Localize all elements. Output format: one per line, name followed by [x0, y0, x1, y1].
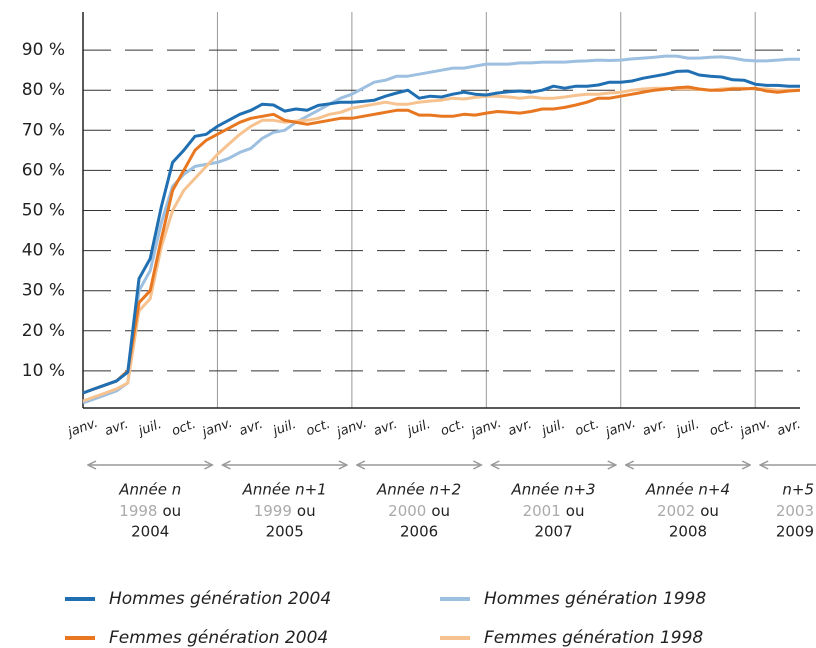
series-line	[82, 69, 800, 395]
connector: ou	[700, 502, 719, 520]
period-years: 2002 ou	[657, 502, 719, 520]
alt-year: 2001	[523, 502, 561, 520]
alt-year: 2000	[388, 502, 426, 520]
period-label: n+5	[782, 481, 814, 499]
period-label: Année n+1	[242, 481, 327, 499]
x-tick-label: oct.	[573, 417, 601, 439]
y-tick-label: 30 %	[22, 281, 65, 301]
x-tick-label: janv.	[736, 416, 772, 441]
x-tick-label: avr.	[775, 417, 803, 439]
period-years: 2003	[776, 502, 814, 520]
period-label: Année n+2	[376, 481, 461, 499]
x-tick-label: juil.	[673, 417, 702, 440]
x-tick-label: oct.	[170, 417, 198, 439]
x-tick-label: avr.	[372, 417, 400, 439]
connector: ou	[297, 502, 316, 520]
y-tick-label: 60 %	[22, 160, 65, 180]
connector: ou	[431, 502, 450, 520]
period-years: 1998 ou	[119, 502, 181, 520]
x-tick-label: avr.	[506, 417, 534, 439]
x-tick-label: oct.	[304, 417, 332, 439]
x-tick-label: janv.	[467, 416, 503, 441]
connector: ou	[162, 502, 181, 520]
legend-label: Femmes génération 1998	[484, 628, 703, 648]
period-year: 2005	[266, 523, 304, 541]
x-tick-label: oct.	[439, 417, 467, 439]
period-label: Année n+4	[645, 481, 730, 499]
series-line	[82, 54, 800, 405]
series-line	[82, 85, 801, 395]
alt-year: 1999	[254, 502, 292, 520]
period-years: 1999 ou	[254, 502, 316, 520]
alt-year: 2002	[657, 502, 695, 520]
x-tick-label: avr.	[641, 417, 669, 439]
x-tick-label: avr.	[103, 417, 131, 439]
x-tick-label: janv.	[64, 416, 100, 441]
x-tick-label: juil.	[538, 417, 567, 440]
connector: ou	[566, 502, 585, 520]
series-line	[82, 86, 800, 403]
y-tick-label: 80 %	[22, 80, 65, 100]
alt-year: 2003	[776, 502, 814, 520]
legend-label: Femmes génération 2004	[109, 628, 328, 648]
y-tick-label: 10 %	[22, 361, 65, 381]
y-tick-label: 40 %	[22, 241, 65, 261]
y-tick-label: 90 %	[22, 40, 65, 60]
alt-year: 1998	[119, 502, 157, 520]
x-tick-label: avr.	[237, 417, 265, 439]
y-tick-label: 70 %	[22, 120, 65, 140]
period-year: 2008	[669, 523, 707, 541]
x-tick-label: oct.	[708, 417, 736, 439]
y-tick-label: 20 %	[22, 321, 65, 341]
legend-label: Hommes génération 1998	[484, 589, 706, 609]
x-tick-label: juil.	[404, 417, 433, 440]
x-tick-label: janv.	[602, 416, 638, 441]
period-year: 2004	[131, 523, 169, 541]
period-label: Année n+3	[510, 481, 595, 499]
period-year: 2006	[400, 523, 438, 541]
legend-label: Hommes génération 2004	[109, 589, 331, 609]
x-tick-label: janv.	[199, 416, 235, 441]
period-year: 2009	[776, 523, 814, 541]
x-tick-label: juil.	[135, 417, 164, 440]
x-tick-label: juil.	[269, 417, 298, 440]
period-years: 2000 ou	[388, 502, 450, 520]
period-years: 2001 ou	[523, 502, 585, 520]
period-label: Année n	[118, 481, 181, 499]
y-tick-label: 50 %	[22, 201, 65, 221]
period-year: 2007	[534, 523, 572, 541]
x-tick-label: janv.	[333, 416, 369, 441]
